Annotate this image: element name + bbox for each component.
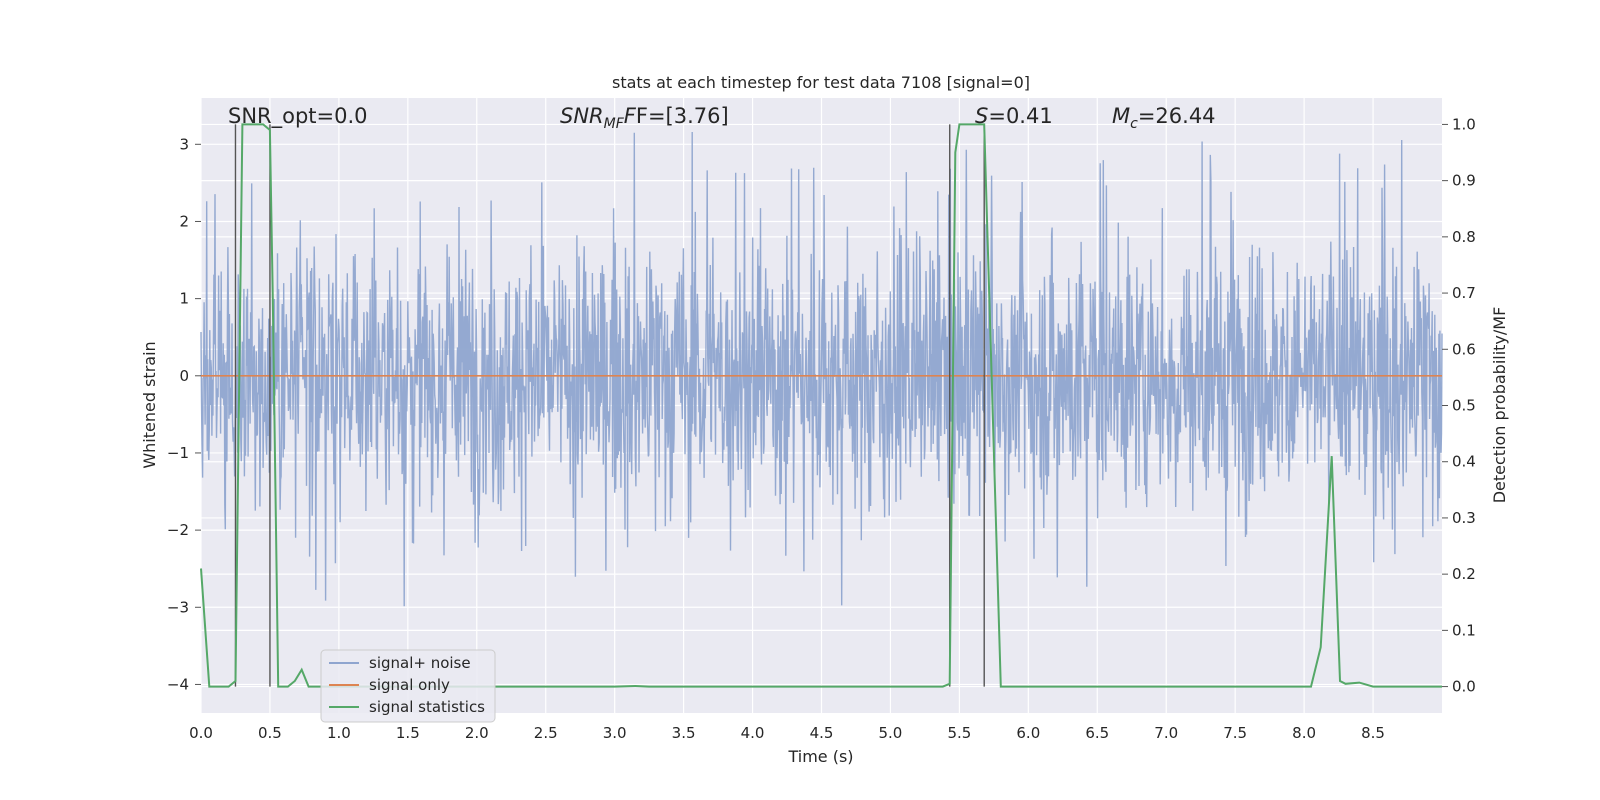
x-tick-label: 8.5	[1361, 724, 1385, 742]
left-y-tick-labels: 3 2 1 0 −1 −2 −3 −4	[167, 135, 201, 693]
x-tick-label: 0.5	[258, 724, 282, 742]
x-tick-label: 4.5	[810, 724, 834, 742]
x-tick-label: 5.5	[947, 724, 971, 742]
right-y-tick-label: 0.9	[1452, 172, 1476, 190]
right-y-tick-label: 0.4	[1452, 453, 1476, 471]
x-tick-label: 8.0	[1292, 724, 1316, 742]
right-y-tick-label: 0.5	[1452, 397, 1476, 415]
x-tick-label: 7.5	[1223, 724, 1247, 742]
chart-title: stats at each timestep for test data 710…	[612, 73, 1030, 92]
left-y-tick-label: 1	[179, 290, 189, 308]
annotation-snr-mf: SNRMFFF=[3.76]	[560, 104, 729, 132]
x-tick-label: 2.5	[534, 724, 558, 742]
right-y-tick-label: 1.0	[1452, 115, 1476, 133]
x-tick-label: 4.0	[741, 724, 765, 742]
legend-label-signal-noise: signal+ noise	[369, 654, 471, 672]
series-signal-noise	[200, 131, 1443, 607]
x-tick-label: 1.5	[396, 724, 420, 742]
right-y-tick-label: 0.3	[1452, 509, 1476, 527]
legend: signal+ noise signal only signal statist…	[320, 649, 496, 723]
x-tick-label: 2.0	[465, 724, 489, 742]
left-y-axis-label: Whitened strain	[140, 341, 159, 468]
right-y-axis-label: Detection probability/MF	[1490, 307, 1509, 504]
left-y-tick-label: −2	[167, 521, 189, 539]
annotation-snr-opt: SNR_opt=0.0	[228, 104, 368, 129]
right-y-tick-label: 0.7	[1452, 284, 1476, 302]
x-tick-label: 7.0	[1154, 724, 1178, 742]
x-tick-label: 0.0	[189, 724, 213, 742]
right-y-tick-label: 0.1	[1452, 621, 1476, 639]
x-tick-label: 6.0	[1016, 724, 1040, 742]
right-y-tick-label: 0.0	[1452, 678, 1476, 696]
right-y-tick-label: 0.2	[1452, 565, 1476, 583]
annotation-mc: Mc=26.44	[1112, 104, 1216, 132]
x-tick-label: 3.0	[603, 724, 627, 742]
x-tick-label: 1.0	[327, 724, 351, 742]
left-y-tick-label: −1	[167, 444, 189, 462]
legend-box	[320, 649, 496, 723]
signal-statistics-line	[200, 123, 1442, 688]
left-y-tick-label: 3	[179, 135, 189, 153]
left-y-tick-label: −4	[167, 675, 189, 693]
annotation-s: S=0.41	[975, 104, 1053, 128]
legend-label-signal-only: signal only	[369, 676, 450, 694]
right-y-tick-labels: 1.0 0.9 0.8 0.7 0.6 0.5 0.4 0.3 0.2 0.1 0.0	[1442, 115, 1476, 696]
x-tick-label: 5.0	[879, 724, 903, 742]
x-tick-label: 3.5	[672, 724, 696, 742]
signal-noise-line	[200, 131, 1443, 607]
series-signal-statistics	[200, 123, 1442, 688]
left-y-tick-label: 0	[179, 367, 189, 385]
left-y-tick-label: −3	[167, 598, 189, 616]
legend-label-signal-statistics: signal statistics	[369, 698, 485, 716]
right-y-tick-label: 0.8	[1452, 228, 1476, 246]
left-y-tick-label: 2	[179, 212, 189, 230]
x-tick-label: 6.5	[1085, 724, 1109, 742]
x-axis-label: Time (s)	[787, 747, 853, 766]
x-tick-labels: 0.0 0.5 1.0 1.5 2.0 2.5 3.0 3.5 4.0 4.5 5.0 5.5 6.0 6…	[189, 724, 1385, 742]
right-y-tick-label: 0.6	[1452, 340, 1476, 358]
